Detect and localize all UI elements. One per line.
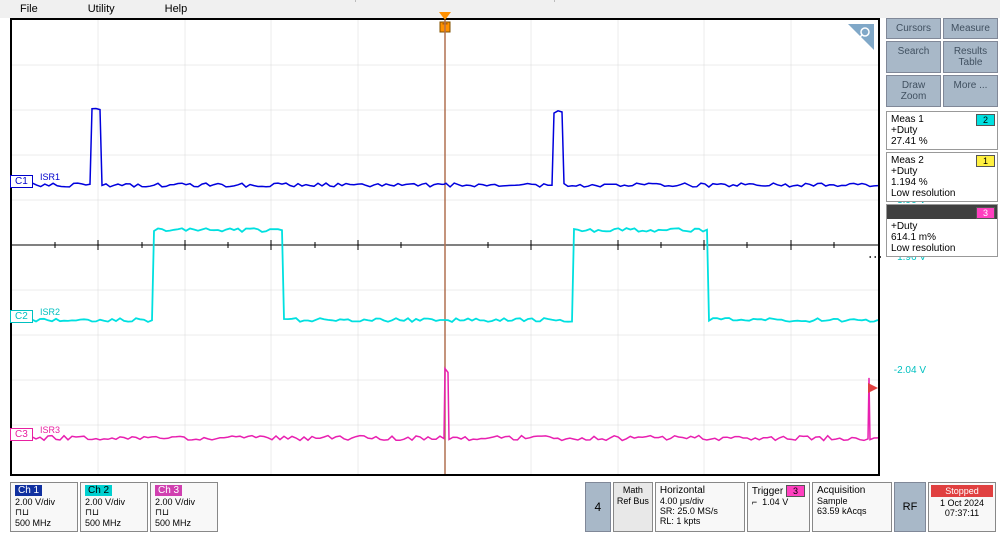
status-state: Stopped (931, 485, 993, 497)
horizontal-samplerate: SR: 25.0 MS/s (660, 506, 740, 516)
menu-utility[interactable]: Utility (88, 3, 115, 15)
measure-button[interactable]: Measure (943, 18, 998, 39)
channel-header: Ch 1 (15, 485, 42, 496)
acquisition-count: 63.59 kAcqs (817, 506, 887, 516)
channel-bw: 500 MHz (15, 518, 73, 528)
status-time: 07:37:11 (931, 508, 993, 518)
channel-bw: 500 MHz (85, 518, 143, 528)
measurement-badge: 3 (976, 207, 995, 219)
menu-help[interactable]: Help (165, 3, 188, 15)
acquisition-title: Acquisition (817, 485, 887, 496)
measurement-type: +Duty (891, 221, 993, 232)
channel-vdiv: 2.00 V/div (155, 497, 213, 507)
channel-1-marker[interactable]: C1 (10, 175, 33, 188)
measurement-note: Low resolution (891, 243, 993, 254)
trigger-title: Trigger 3 (752, 485, 805, 497)
run-status[interactable]: Stopped 1 Oct 2024 07:37:11 (928, 482, 996, 532)
acquisition-mode: Sample (817, 496, 887, 506)
measurement-2[interactable]: Meas 2 1 +Duty 1.194 % Low resolution (886, 152, 998, 202)
horizontal-settings[interactable]: Horizontal 4.00 μs/div SR: 25.0 MS/s RL:… (655, 482, 745, 532)
measurement-1[interactable]: Meas 1 2 +Duty 27.41 % (886, 111, 998, 150)
horizontal-title: Horizontal (660, 485, 740, 496)
rf-button[interactable]: RF (894, 482, 926, 532)
results-table-button[interactable]: Results Table (943, 41, 998, 73)
menu-file[interactable]: File (20, 3, 38, 15)
channel-1-name: ISR1 (40, 172, 60, 182)
channel-3-settings[interactable]: Ch 3 2.00 V/div ⊓⊔ 500 MHz (150, 482, 218, 532)
bottom-bar: Ch 1 2.00 V/div ⊓⊔ 500 MHz Ch 2 2.00 V/d… (10, 482, 996, 532)
trigger-level: 1.04 V (762, 497, 788, 507)
measurement-value: 27.41 % (891, 136, 993, 147)
horizontal-timediv: 4.00 μs/div (660, 496, 740, 506)
measurement-type: +Duty (891, 166, 993, 177)
measurement-badge: 2 (976, 114, 995, 126)
measurement-value: 614.1 m% (891, 232, 993, 243)
more-handle-icon[interactable]: ⋮ (868, 250, 884, 264)
channel-3-marker[interactable]: C3 (10, 428, 33, 441)
status-date: 1 Oct 2024 (931, 498, 993, 508)
measurement-value: 1.194 % (891, 177, 993, 188)
acquisition-settings[interactable]: Acquisition Sample 63.59 kAcqs (812, 482, 892, 532)
channel-vdiv: 2.00 V/div (15, 497, 73, 507)
channel-2-marker[interactable]: C2 (10, 310, 33, 323)
trigger-settings[interactable]: Trigger 3 ⌐ 1.04 V (747, 482, 810, 532)
search-button[interactable]: Search (886, 41, 941, 73)
axis-label: -2.04 V (894, 365, 926, 376)
channel-vdiv: 2.00 V/div (85, 497, 143, 507)
zoom-bracket[interactable] (355, 0, 555, 4)
measurement-note: Low resolution (891, 188, 993, 199)
math-ref-bus-button[interactable]: Math Ref Bus (613, 482, 653, 532)
channel-header: Ch 3 (155, 485, 182, 496)
draw-zoom-button[interactable]: Draw Zoom (886, 75, 941, 107)
channel-header: Ch 2 (85, 485, 112, 496)
channel-2-settings[interactable]: Ch 2 2.00 V/div ⊓⊔ 500 MHz (80, 482, 148, 532)
waveform-canvas (12, 20, 878, 474)
channel-bw: 500 MHz (155, 518, 213, 528)
cursors-button[interactable]: Cursors (886, 18, 941, 39)
channel-4-button[interactable]: 4 (585, 482, 611, 532)
channel-2-name: ISR2 (40, 307, 60, 317)
measurement-badge: 1 (976, 155, 995, 167)
oscilloscope-display: T (10, 18, 880, 476)
channel-3-name: ISR3 (40, 425, 60, 435)
measurement-3[interactable]: 3 +Duty 614.1 m% Low resolution (886, 204, 998, 257)
measurement-type: +Duty (891, 125, 993, 136)
side-panel: Cursors Measure Search Results Table Dra… (886, 18, 998, 259)
more-button[interactable]: More ... (943, 75, 998, 107)
channel-1-settings[interactable]: Ch 1 2.00 V/div ⊓⊔ 500 MHz (10, 482, 78, 532)
horizontal-recordlen: RL: 1 kpts (660, 516, 740, 526)
